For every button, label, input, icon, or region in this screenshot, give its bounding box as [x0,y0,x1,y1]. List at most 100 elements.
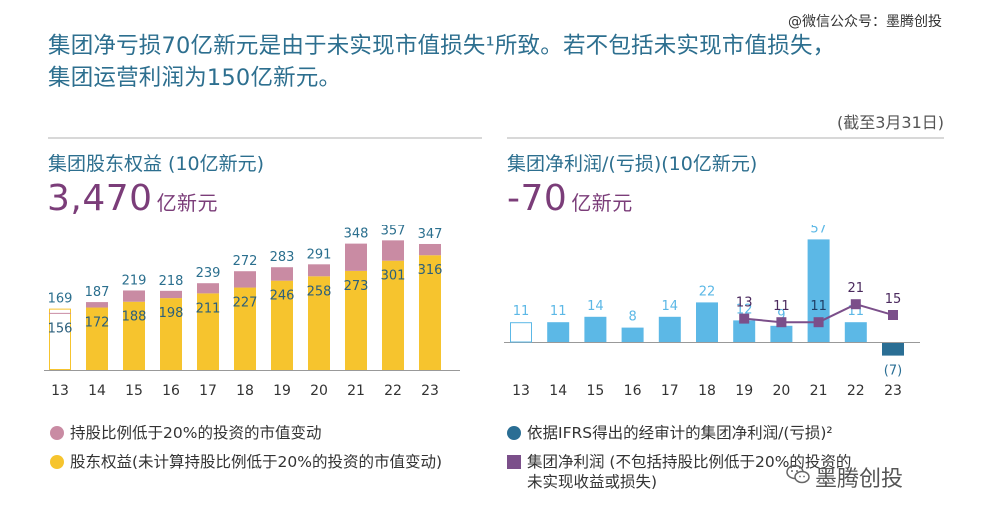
bar-net-profit-17 [658,316,681,342]
legend-swatch-shareholder-equity [50,455,64,469]
x-tick-21: 21 [810,383,828,399]
bar-net-profit-15 [584,316,607,342]
line-marker-21 [813,317,824,328]
bar-equity-14 [86,307,108,370]
bar-outline-13 [49,308,71,370]
total-value-label-13: 169 [48,292,73,307]
bar-net-profit-19 [733,320,756,342]
x-tick-18: 18 [236,383,254,399]
total-value-label-16: 218 [159,274,184,289]
line-value-label-20: 11 [773,299,790,314]
bar-value-label-14: 11 [550,304,567,319]
total-value-label-17: 239 [196,266,221,281]
bar-equity-23 [419,255,441,370]
x-tick-22: 22 [847,383,865,399]
x-tick-17: 17 [661,383,679,399]
bar-value-label-15: 14 [587,299,604,314]
legend-label-adjusted-net-profit: 集团净利润 (不包括持股比例低于20%的投资的 [527,453,852,471]
bar-equity-15 [123,301,145,370]
bar-net-profit-16 [621,327,644,342]
bar-market-change-15 [123,290,145,302]
equity-value-label-15: 188 [122,310,147,325]
x-tick-18: 18 [698,383,716,399]
right-big-number: -70 [507,178,568,219]
right-big-unit: 亿新元 [571,191,633,215]
bar-market-change-14 [86,302,108,308]
left-big-unit: 亿新元 [156,191,219,215]
headline-line-1: 集团净亏损70亿新元是由于未实现市值损失¹所致。若不包括未实现市值损失， [48,33,836,59]
equity-value-label-23: 316 [418,263,443,278]
x-tick-16: 16 [162,383,180,399]
total-value-label-22: 357 [381,225,406,238]
watermark-top: @微信公众号：墨腾创投 [788,14,942,30]
legend-swatch-adjusted-net-profit [507,455,521,469]
bar-market-change-17 [197,283,219,294]
equity-value-label-21: 273 [344,279,369,294]
x-tick-17: 17 [199,383,217,399]
bar-market-change-23 [419,243,441,256]
left-chart-title: 集团股东权益 (10亿新元) [48,153,265,175]
bar-equity-22 [382,260,404,370]
x-tick-22: 22 [384,383,402,399]
total-value-label-23: 347 [418,227,443,242]
bar-market-change-19 [271,267,293,281]
right-legend-item-2: 集团净利润 (不包括持股比例低于20%的投资的 未实现收益或损失) [507,452,947,494]
bar-value-label-13: 11 [513,304,530,319]
bar-net-profit-22 [844,322,867,342]
bar-market-change-21 [345,243,367,271]
equity-value-label-17: 211 [196,301,221,316]
legend-label-ifrs-net-profit: 依据IFRS得出的经审计的集团净利润/(亏损)² [527,424,833,442]
right-divider [507,137,944,139]
legend-swatch-market-value-change [50,426,64,440]
headline-line-2: 集团运营利润为150亿新元。 [48,65,342,91]
bar-market-change-20 [308,264,330,277]
right-chart-title: 集团净利润/(亏损)(10亿新元) [507,153,758,175]
x-tick-23: 23 [421,383,439,399]
left-big-value: 3,470 亿新元 [47,178,218,219]
equity-value-label-22: 301 [381,269,406,284]
x-tick-14: 14 [88,383,106,399]
bar-net-loss-23 [882,343,904,356]
bar-value-label-16: 8 [628,310,636,325]
line-marker-20 [776,317,787,328]
bar-value-label-18: 22 [699,284,716,299]
wechat-icon [786,464,810,484]
bar-net-profit-21 [807,239,830,342]
bar-value-label-21: 57 [810,225,827,236]
total-value-label-15: 219 [122,273,147,288]
x-tick-13: 13 [51,383,69,399]
x-tick-21: 21 [347,383,365,399]
equity-value-label-16: 198 [159,306,184,321]
line-value-label-21: 11 [810,299,827,314]
bar-net-profit-14 [547,322,570,342]
bar-equity-20 [308,276,330,370]
right-legend-item-1: 依据IFRS得出的经审计的集团净利润/(亏损)² [507,423,947,443]
headline: 集团净亏损70亿新元是由于未实现市值损失¹所致。若不包括未实现市值损失， 集团运… [48,30,953,94]
bar-equity-16 [160,298,182,370]
legend-label-shareholder-equity: 股东权益(未计算持股比例低于20%的投资的市值变动) [70,453,443,471]
equity-value-label-18: 227 [233,296,258,311]
x-tick-20: 20 [310,383,328,399]
line-marker-23 [888,310,898,320]
total-value-label-14: 187 [85,285,110,300]
legend-swatch-ifrs-net-profit [507,426,521,440]
left-legend-item-1: 持股比例低于20%的投资的市值变动 [50,423,480,443]
x-tick-15: 15 [586,383,604,399]
legend-label-market-value-change: 持股比例低于20%的投资的市值变动 [70,424,322,442]
bar-equity-18 [234,287,256,370]
x-tick-13: 13 [512,383,530,399]
equity-value-label-13: 156 [48,321,73,336]
x-tick-20: 20 [772,383,790,399]
left-divider [48,137,482,139]
bar-outline-13 [510,322,532,343]
equity-value-label-14: 172 [85,316,110,331]
line-value-label-23: 15 [885,292,902,307]
total-value-label-18: 272 [233,254,258,269]
line-marker-22 [850,299,861,310]
bar-market-change-18 [234,271,256,288]
bar-value-label-20: 9 [777,308,785,323]
left-legend-item-2: 股东权益(未计算持股比例低于20%的投资的市值变动) [50,452,480,472]
date-note: (截至3月31日) [836,113,944,132]
bar-value-label-17: 14 [662,299,679,314]
bar-market-change-16 [160,290,182,299]
